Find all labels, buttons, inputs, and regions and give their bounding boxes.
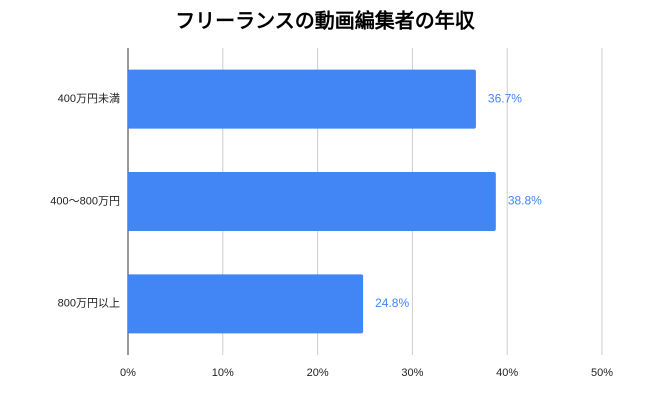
- chart-title: フリーランスの動画編集者の年収: [175, 8, 476, 32]
- x-tick-label: 10%: [212, 367, 234, 379]
- value-label: 38.8%: [508, 194, 542, 208]
- bar: [128, 172, 496, 231]
- x-tick-label: 40%: [496, 367, 518, 379]
- value-label: 36.7%: [488, 91, 522, 105]
- y-tick-label: 800万円以上: [58, 297, 120, 310]
- x-tick-label: 0%: [120, 367, 136, 379]
- bar: [128, 274, 364, 334]
- y-tick-label: 400〜800万円: [50, 195, 120, 207]
- x-tick-label: 30%: [401, 367, 423, 379]
- value-label: 24.8%: [375, 296, 409, 310]
- y-tick-label: 400万円未満: [58, 92, 120, 105]
- bar: [128, 69, 476, 129]
- x-tick-label: 50%: [591, 367, 613, 379]
- x-tick-label: 20%: [307, 367, 329, 379]
